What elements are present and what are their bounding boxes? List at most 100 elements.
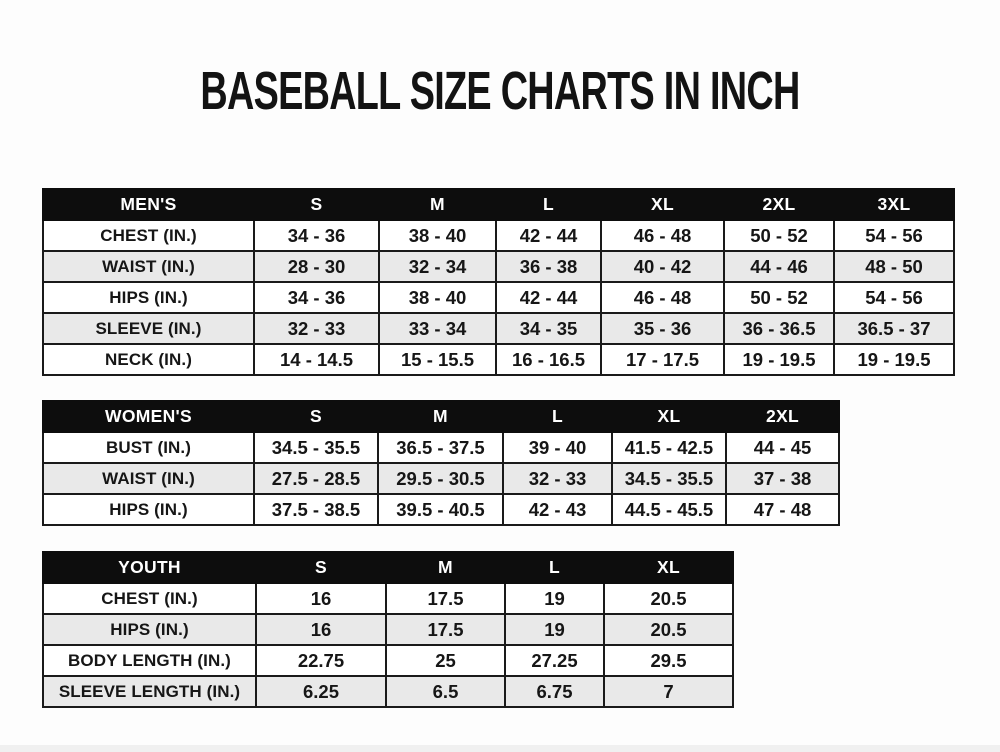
- size-value-cell: 22.75: [255, 644, 387, 677]
- size-value-cell: 6.75: [504, 675, 605, 708]
- size-value-cell: 37.5 - 38.5: [253, 493, 379, 526]
- size-value-cell: 29.5 - 30.5: [377, 462, 504, 495]
- youth-size-table: YOUTH S M L XL CHEST (IN.) 16 17.5 19 20.5 HIPS (I…: [42, 551, 734, 708]
- size-value-cell: 44.5 - 45.5: [611, 493, 727, 526]
- size-value-cell: 17 - 17.5: [600, 343, 725, 376]
- table-title-cell: MEN'S: [42, 188, 255, 221]
- size-value-cell: 27.25: [504, 644, 605, 677]
- size-column-header: 2XL: [723, 188, 835, 221]
- table-row: CHEST (IN.) 16 17.5 19 20.5: [42, 582, 734, 615]
- size-value-cell: 36 - 38: [495, 250, 602, 283]
- table-row: CHEST (IN.) 34 - 36 38 - 40 42 - 44 46 - 48 5…: [42, 219, 955, 252]
- size-value-cell: 38 - 40: [378, 219, 497, 252]
- size-value-cell: 17.5: [385, 613, 506, 646]
- table-title-cell: WOMEN'S: [42, 400, 255, 433]
- photo-bottom-edge: [0, 745, 1000, 752]
- size-value-cell: 16: [255, 613, 387, 646]
- size-column-header: M: [378, 188, 497, 221]
- size-column-header: L: [495, 188, 602, 221]
- measure-row-label: SLEEVE LENGTH (IN.): [42, 675, 257, 708]
- size-value-cell: 19: [504, 613, 605, 646]
- size-column-header: S: [253, 400, 379, 433]
- size-value-cell: 50 - 52: [723, 219, 835, 252]
- size-value-cell: 46 - 48: [600, 219, 725, 252]
- size-value-cell: 44 - 45: [725, 431, 840, 464]
- size-value-cell: 34 - 36: [253, 281, 380, 314]
- table-row: BODY LENGTH (IN.) 22.75 25 27.25 29.5: [42, 644, 734, 677]
- size-column-header: XL: [611, 400, 727, 433]
- size-value-cell: 42 - 43: [502, 493, 613, 526]
- table-row: SLEEVE (IN.) 32 - 33 33 - 34 34 - 35 35 - 36…: [42, 312, 955, 345]
- measure-row-label: SLEEVE (IN.): [42, 312, 255, 345]
- size-value-cell: 38 - 40: [378, 281, 497, 314]
- youth-size-table: YOUTH S M L XL CHEST (IN.) 16 17.5 19 20.5 HIPS (I…: [42, 551, 734, 708]
- size-value-cell: 34 - 36: [253, 219, 380, 252]
- size-value-cell: 35 - 36: [600, 312, 725, 345]
- size-value-cell: 20.5: [603, 582, 734, 615]
- measure-row-label: WAIST (IN.): [42, 250, 255, 283]
- size-value-cell: 42 - 44: [495, 219, 602, 252]
- size-value-cell: 50 - 52: [723, 281, 835, 314]
- size-value-cell: 46 - 48: [600, 281, 725, 314]
- size-value-cell: 25: [385, 644, 506, 677]
- table-row: BUST (IN.) 34.5 - 35.5 36.5 - 37.5 39 - 40 4…: [42, 431, 840, 464]
- size-value-cell: 34 - 35: [495, 312, 602, 345]
- table-row: HIPS (IN.) 16 17.5 19 20.5: [42, 613, 734, 646]
- size-value-cell: 19 - 19.5: [833, 343, 955, 376]
- size-value-cell: 17.5: [385, 582, 506, 615]
- size-column-header: 3XL: [833, 188, 955, 221]
- size-value-cell: 36 - 36.5: [723, 312, 835, 345]
- size-column-header: 2XL: [725, 400, 840, 433]
- size-value-cell: 34.5 - 35.5: [611, 462, 727, 495]
- size-value-cell: 47 - 48: [725, 493, 840, 526]
- mens-size-table: MEN'S S M L XL 2XL 3XL CHEST (IN.) 34 - 36 38 - 4…: [42, 188, 955, 376]
- measure-row-label: HIPS (IN.): [42, 493, 255, 526]
- header-row: WOMEN'S S M L XL 2XL: [42, 400, 840, 433]
- size-value-cell: 33 - 34: [378, 312, 497, 345]
- size-column-header: L: [504, 551, 605, 584]
- size-value-cell: 6.5: [385, 675, 506, 708]
- measure-row-label: WAIST (IN.): [42, 462, 255, 495]
- table-row: NECK (IN.) 14 - 14.5 15 - 15.5 16 - 16.5 17 …: [42, 343, 955, 376]
- size-value-cell: 14 - 14.5: [253, 343, 380, 376]
- size-value-cell: 44 - 46: [723, 250, 835, 283]
- table-row: HIPS (IN.) 37.5 - 38.5 39.5 - 40.5 42 - 43 4…: [42, 493, 840, 526]
- size-value-cell: 19 - 19.5: [723, 343, 835, 376]
- womens-size-table: WOMEN'S S M L XL 2XL BUST (IN.) 34.5 - 35.5 36.5…: [42, 400, 840, 526]
- table-title-cell: YOUTH: [42, 551, 257, 584]
- table-row: WAIST (IN.) 28 - 30 32 - 34 36 - 38 40 - 42 4…: [42, 250, 955, 283]
- size-value-cell: 28 - 30: [253, 250, 380, 283]
- table-row: HIPS (IN.) 34 - 36 38 - 40 42 - 44 46 - 48 50…: [42, 281, 955, 314]
- measure-row-label: CHEST (IN.): [42, 219, 255, 252]
- size-column-header: L: [502, 400, 613, 433]
- size-value-cell: 39.5 - 40.5: [377, 493, 504, 526]
- size-value-cell: 29.5: [603, 644, 734, 677]
- size-value-cell: 20.5: [603, 613, 734, 646]
- size-value-cell: 27.5 - 28.5: [253, 462, 379, 495]
- size-value-cell: 19: [504, 582, 605, 615]
- table-row: WAIST (IN.) 27.5 - 28.5 29.5 - 30.5 32 - 33…: [42, 462, 840, 495]
- size-value-cell: 54 - 56: [833, 219, 955, 252]
- table-row: SLEEVE LENGTH (IN.) 6.25 6.5 6.75 7: [42, 675, 734, 708]
- size-value-cell: 34.5 - 35.5: [253, 431, 379, 464]
- size-value-cell: 16 - 16.5: [495, 343, 602, 376]
- size-value-cell: 36.5 - 37.5: [377, 431, 504, 464]
- size-value-cell: 7: [603, 675, 734, 708]
- size-value-cell: 32 - 34: [378, 250, 497, 283]
- size-column-header: XL: [600, 188, 725, 221]
- size-value-cell: 6.25: [255, 675, 387, 708]
- page-title: BASEBALL SIZE CHARTS IN INCH: [200, 61, 800, 121]
- measure-row-label: BUST (IN.): [42, 431, 255, 464]
- size-value-cell: 48 - 50: [833, 250, 955, 283]
- size-value-cell: 54 - 56: [833, 281, 955, 314]
- size-column-header: S: [255, 551, 387, 584]
- size-value-cell: 32 - 33: [253, 312, 380, 345]
- size-value-cell: 36.5 - 37: [833, 312, 955, 345]
- size-column-header: M: [385, 551, 506, 584]
- measure-row-label: BODY LENGTH (IN.): [42, 644, 257, 677]
- measure-row-label: CHEST (IN.): [42, 582, 257, 615]
- size-value-cell: 16: [255, 582, 387, 615]
- womens-size-table: WOMEN'S S M L XL 2XL BUST (IN.) 34.5 - 35.5 36.5…: [42, 400, 840, 526]
- measure-row-label: NECK (IN.): [42, 343, 255, 376]
- size-column-header: S: [253, 188, 380, 221]
